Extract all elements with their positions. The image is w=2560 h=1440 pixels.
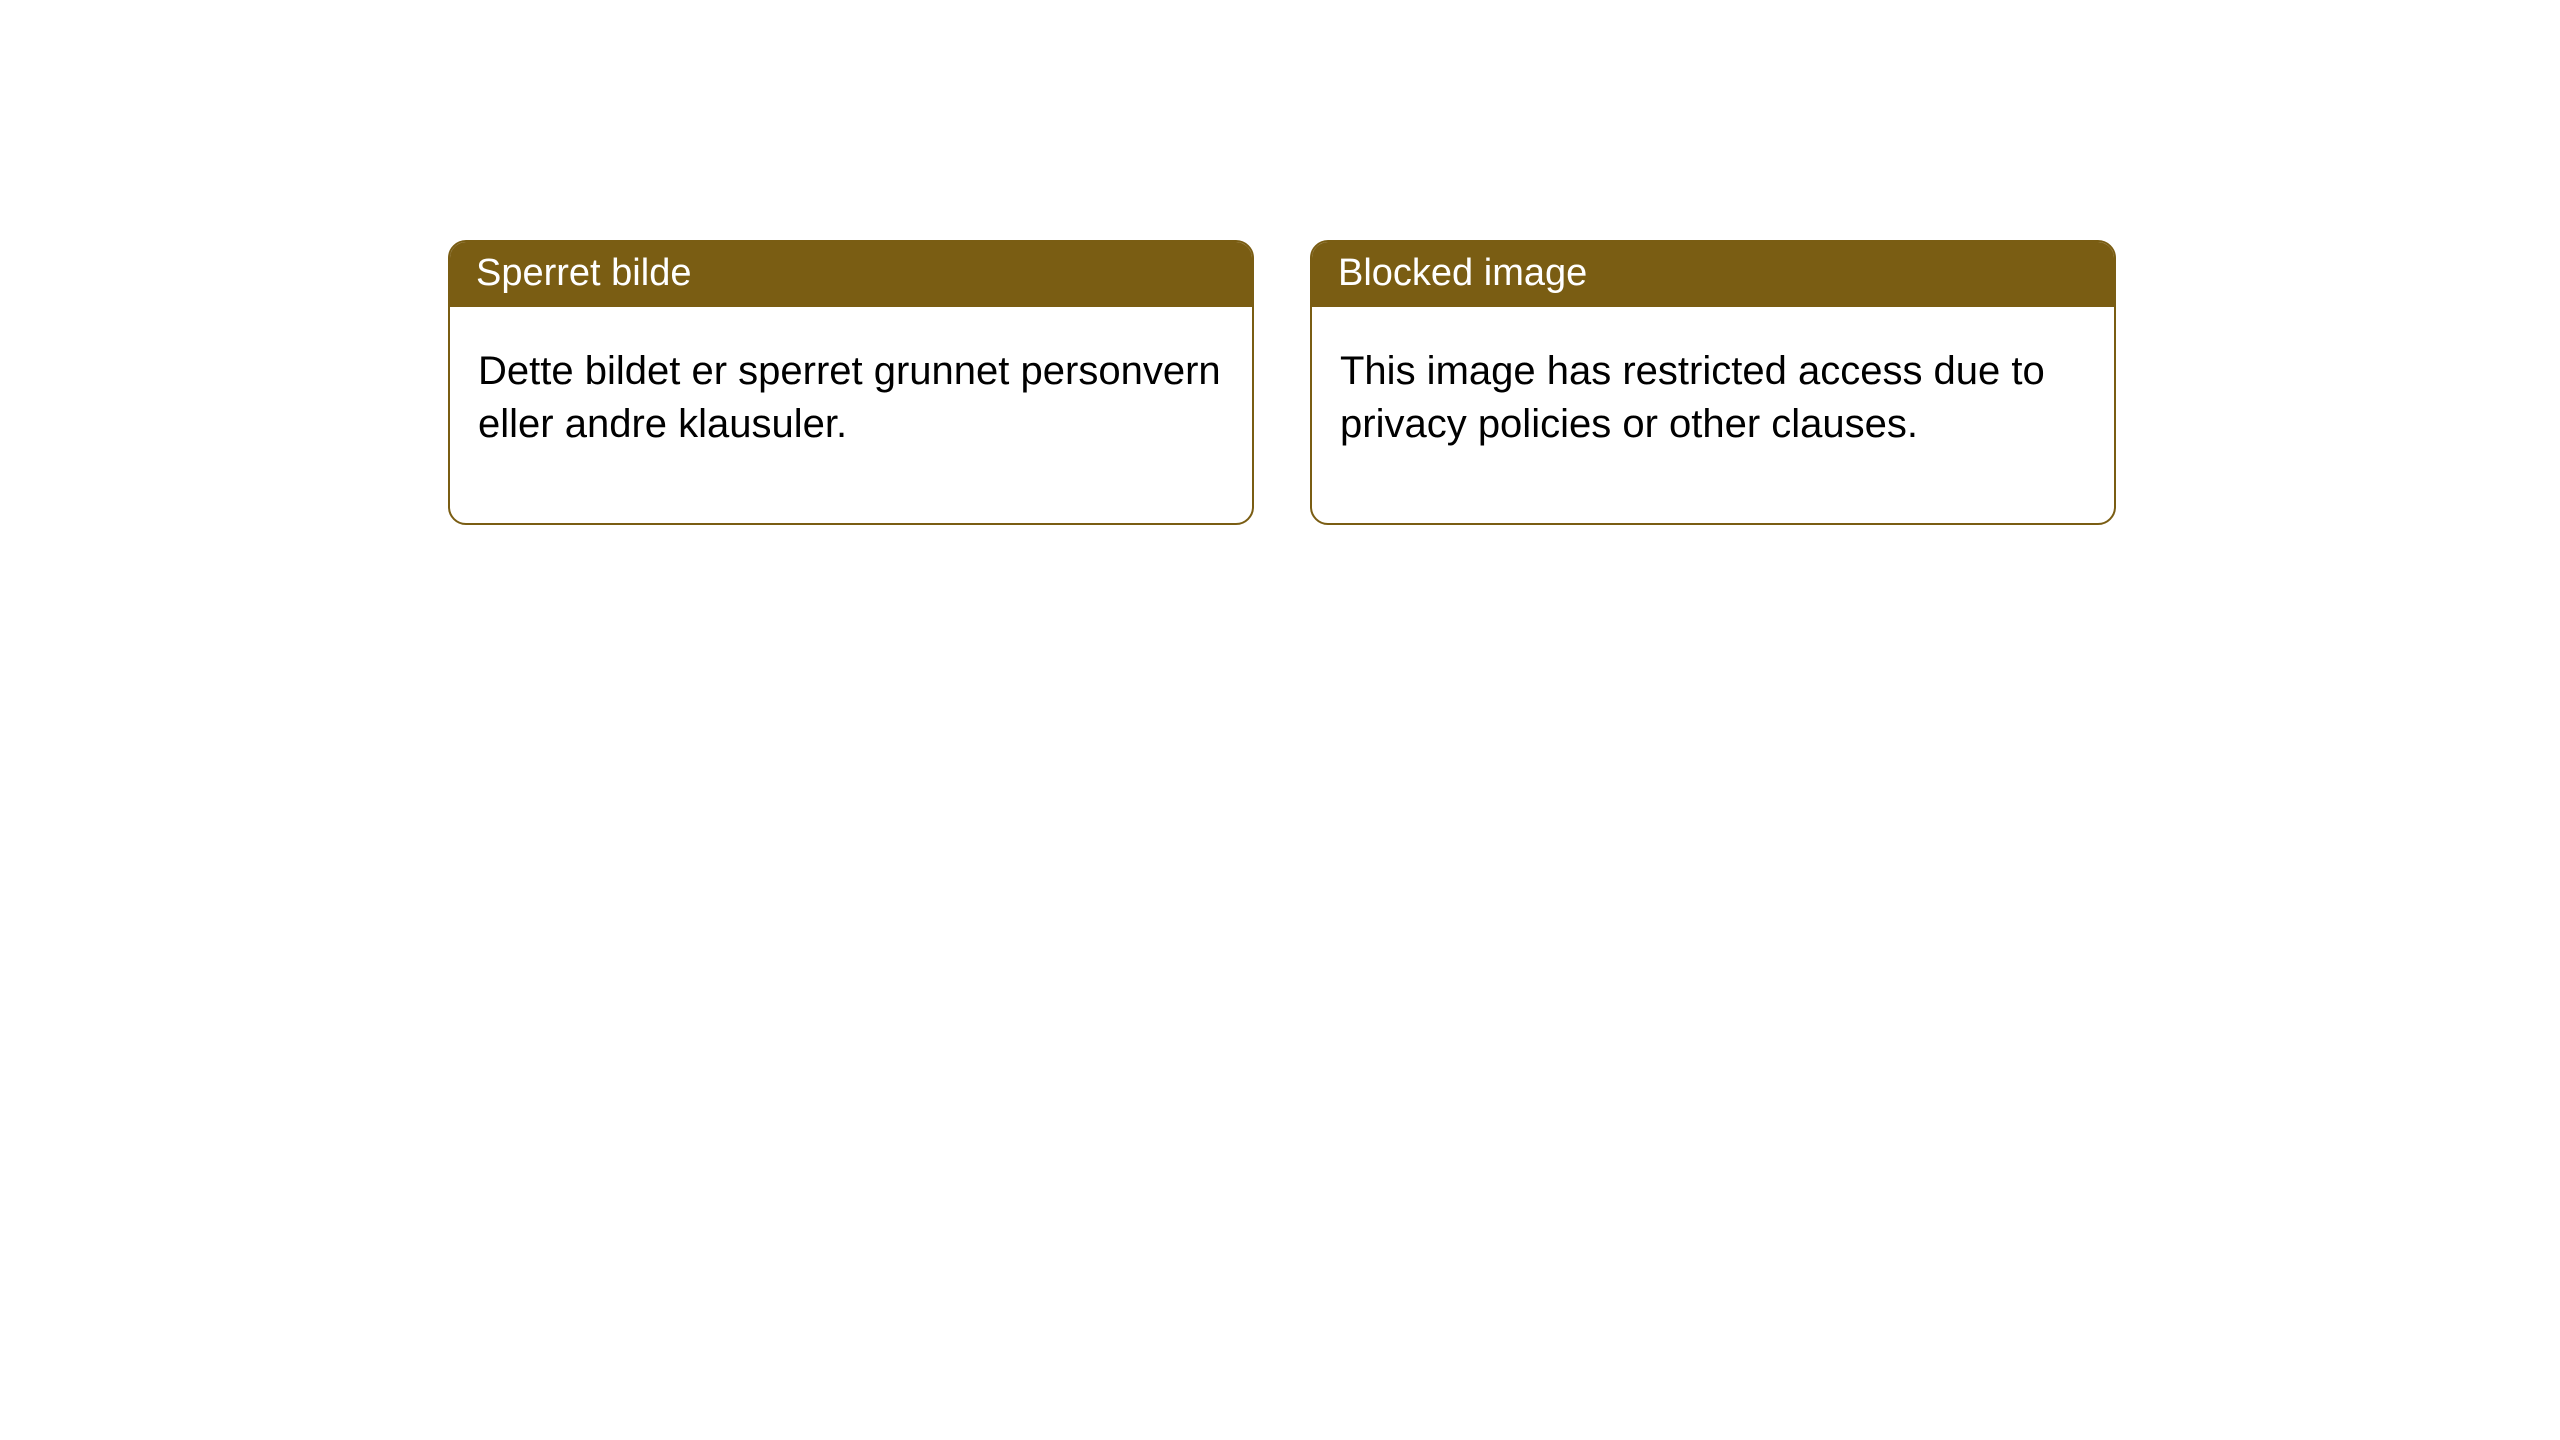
- blocked-image-card-en: Blocked image This image has restricted …: [1310, 240, 2116, 525]
- card-body: This image has restricted access due to …: [1312, 307, 2114, 523]
- card-title: Blocked image: [1312, 242, 2114, 307]
- notice-cards-container: Sperret bilde Dette bildet er sperret gr…: [0, 0, 2560, 525]
- card-body: Dette bildet er sperret grunnet personve…: [450, 307, 1252, 523]
- card-title: Sperret bilde: [450, 242, 1252, 307]
- blocked-image-card-no: Sperret bilde Dette bildet er sperret gr…: [448, 240, 1254, 525]
